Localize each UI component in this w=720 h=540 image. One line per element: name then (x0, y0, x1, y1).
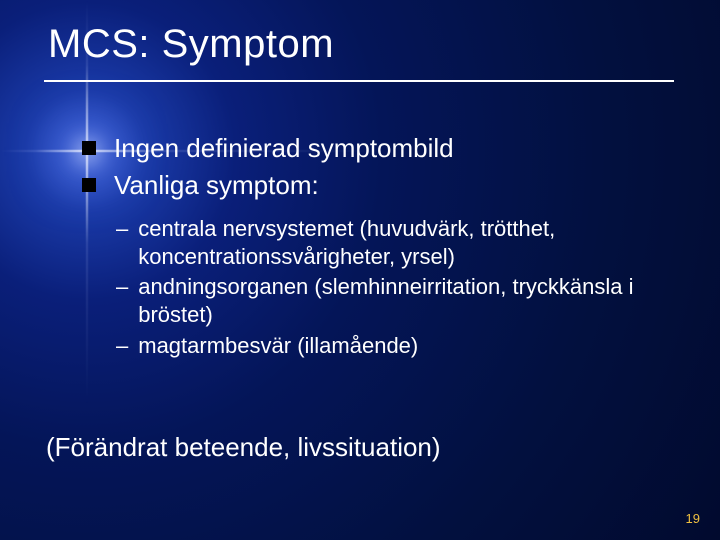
bullet-item: Ingen definierad symptombild (82, 132, 682, 165)
sub-bullet-text: andningsorganen (slemhinneirritation, tr… (138, 273, 682, 329)
footer-text: (Förändrat beteende, livssituation) (46, 432, 441, 463)
slide: MCS: Symptom Ingen definierad symptombil… (0, 0, 720, 540)
square-bullet-icon (82, 141, 96, 155)
dash-bullet-icon: – (116, 332, 128, 360)
bullet-text: Vanliga symptom: (114, 169, 319, 202)
slide-title: MCS: Symptom (48, 22, 334, 67)
sub-bullet-item: – centrala nervsystemet (huvudvärk, tröt… (116, 215, 682, 271)
dash-bullet-icon: – (116, 273, 128, 301)
dash-bullet-icon: – (116, 215, 128, 243)
sub-bullet-text: centrala nervsystemet (huvudvärk, trötth… (138, 215, 682, 271)
sub-bullet-text: magtarmbesvär (illamående) (138, 332, 418, 360)
title-underline (44, 80, 674, 82)
square-bullet-icon (82, 178, 96, 192)
sub-bullet-list: – centrala nervsystemet (huvudvärk, tröt… (116, 215, 682, 360)
page-number: 19 (686, 511, 700, 526)
sub-bullet-item: – andningsorganen (slemhinneirritation, … (116, 273, 682, 329)
sub-bullet-item: – magtarmbesvär (illamående) (116, 332, 682, 360)
slide-body: Ingen definierad symptombild Vanliga sym… (82, 132, 682, 362)
bullet-item: Vanliga symptom: (82, 169, 682, 202)
bullet-text: Ingen definierad symptombild (114, 132, 454, 165)
